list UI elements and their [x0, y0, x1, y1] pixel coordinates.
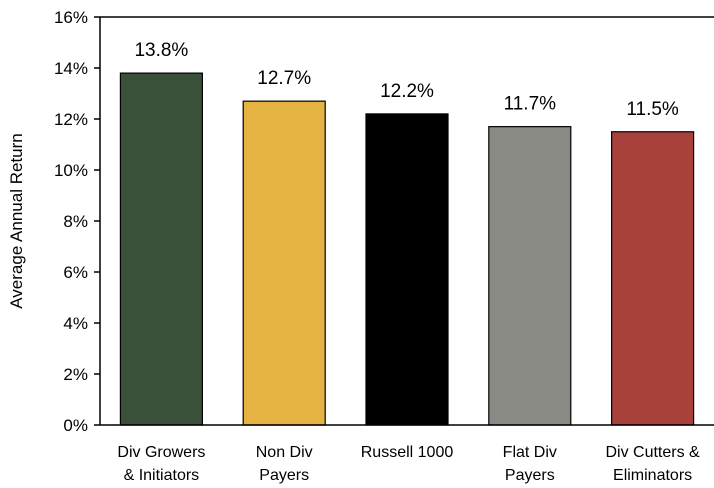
bar	[365, 113, 449, 426]
y-tick-label: 2%	[63, 365, 88, 384]
bar	[488, 126, 572, 426]
y-tick-label: 12%	[54, 110, 88, 129]
bar	[242, 100, 326, 426]
category-label-line: & Initiators	[124, 467, 200, 484]
y-tick-label: 4%	[63, 314, 88, 333]
y-tick-labels: 0% 2% 4% 6% 8% 10% 12% 14% 16%	[54, 8, 88, 435]
category-label-line: Div Growers	[117, 444, 205, 461]
category-label-line: Payers	[505, 467, 555, 484]
category-label: Non Div Payers	[256, 444, 313, 484]
y-tick-marks	[94, 16, 100, 426]
category-label: Russell 1000	[361, 444, 454, 461]
category-label-line: Div Cutters &	[605, 444, 700, 461]
category-label-line: Payers	[259, 467, 309, 484]
data-label: 11.5%	[626, 99, 679, 120]
bar	[119, 72, 204, 426]
y-tick-label: 14%	[54, 59, 88, 78]
category-label: Div Cutters & Eliminators	[605, 444, 700, 484]
category-labels: Div Growers & Initiators Non Div Payers Russ…	[117, 444, 700, 484]
data-label: 12.7%	[257, 68, 311, 89]
y-tick-label: 10%	[54, 161, 88, 180]
data-label: 12.2%	[380, 81, 434, 102]
bar	[610, 131, 695, 426]
category-label-line: Eliminators	[613, 467, 692, 484]
data-labels: 13.8% 12.7% 12.2% 11.7% 11.5%	[134, 40, 678, 120]
category-label-line: Flat Div	[503, 444, 557, 461]
y-tick-label: 0%	[63, 416, 88, 435]
category-label: Flat Div Payers	[503, 444, 557, 484]
y-tick-label: 6%	[63, 263, 88, 282]
category-label: Div Growers & Initiators	[117, 444, 205, 484]
y-axis-title: Average Annual Return	[7, 133, 26, 308]
y-tick-label: 8%	[63, 212, 88, 231]
category-label-line: Russell 1000	[361, 444, 454, 461]
bars	[119, 72, 695, 426]
category-label-line: Non Div	[256, 444, 313, 461]
data-label: 13.8%	[134, 40, 188, 61]
data-label: 11.7%	[504, 94, 557, 115]
y-tick-label: 16%	[54, 8, 88, 27]
